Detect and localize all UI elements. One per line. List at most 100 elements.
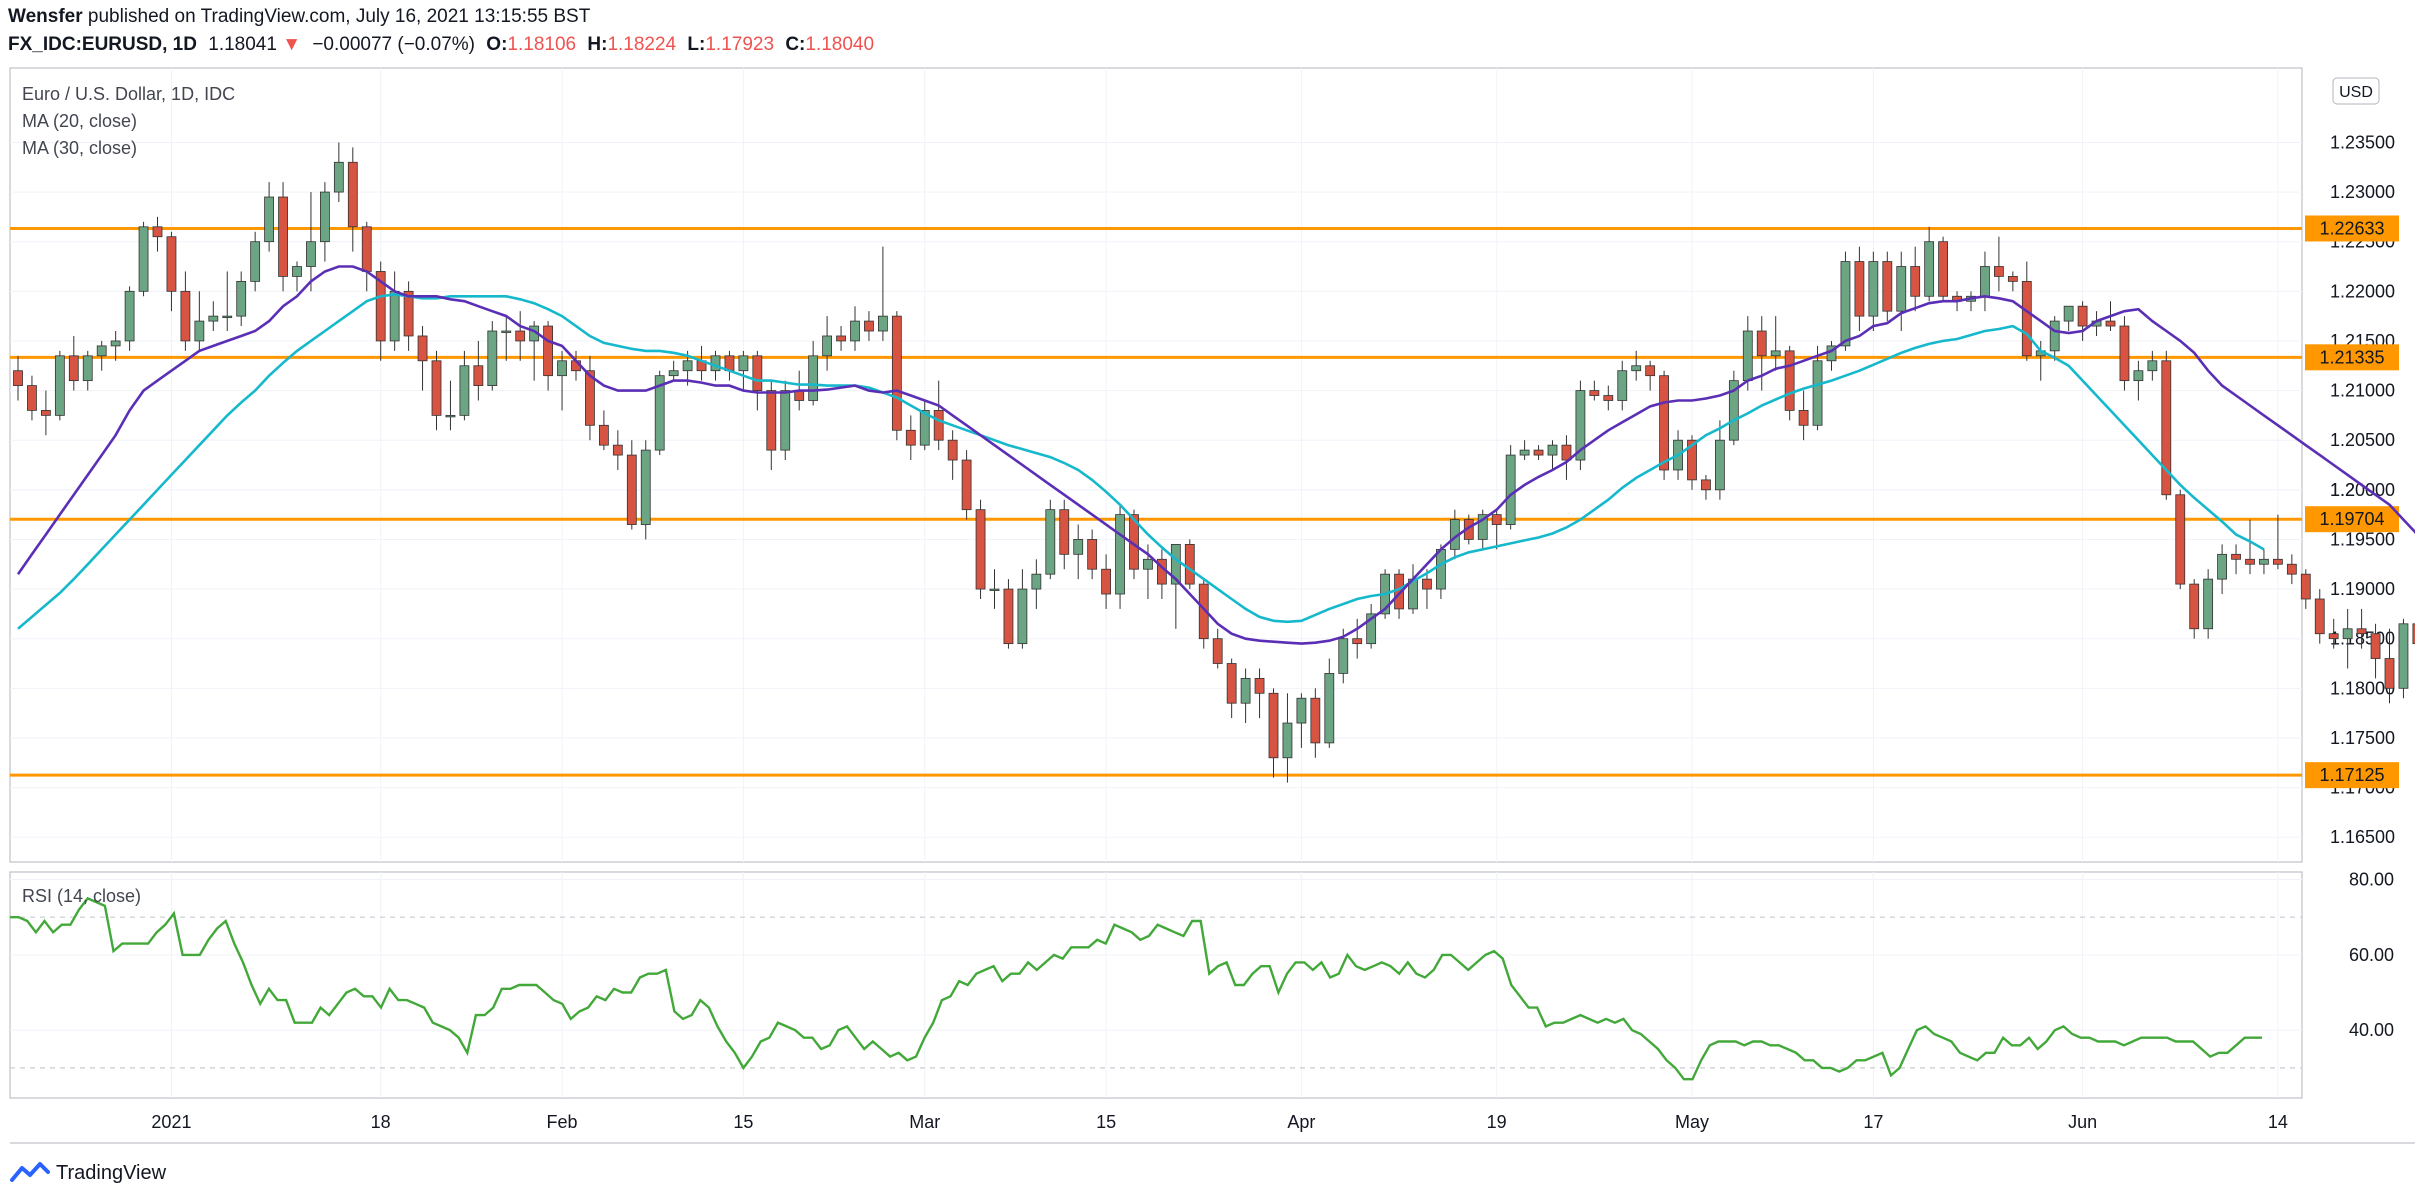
candle-body bbox=[1045, 509, 1056, 575]
candle-body bbox=[599, 424, 609, 446]
candle-body bbox=[626, 454, 637, 525]
level-price-label: 1.17125 bbox=[2319, 765, 2384, 785]
candle-body bbox=[1519, 449, 1530, 456]
low-value: 1.17923 bbox=[705, 34, 775, 55]
candle-body bbox=[989, 588, 1000, 591]
price-tick-label: 1.23500 bbox=[2330, 132, 2395, 152]
candle-body bbox=[1198, 583, 1209, 640]
tradingview-logo-icon bbox=[10, 1162, 50, 1182]
rsi-tick-label: 80.00 bbox=[2349, 870, 2394, 890]
candle-body bbox=[1338, 638, 1349, 674]
close-label: C: bbox=[785, 34, 806, 55]
candle-body bbox=[682, 360, 693, 372]
time-tick-label: May bbox=[1675, 1112, 1709, 1132]
candle-body bbox=[1087, 539, 1098, 570]
candle-body bbox=[836, 335, 846, 342]
candle-body bbox=[2021, 280, 2032, 357]
candle-body bbox=[1101, 568, 1111, 595]
candle-body bbox=[1742, 330, 1753, 382]
level-price-label: 1.22633 bbox=[2319, 218, 2384, 238]
time-tick-label: 18 bbox=[371, 1112, 391, 1132]
candle-body bbox=[2049, 320, 2060, 352]
candle-body bbox=[487, 330, 498, 387]
candle-body bbox=[1366, 613, 1377, 645]
price-tick-label: 1.19500 bbox=[2330, 529, 2395, 549]
candle-body bbox=[1798, 410, 1809, 426]
candle-body bbox=[543, 325, 553, 377]
candle-body bbox=[850, 320, 860, 342]
high-value: 1.18224 bbox=[607, 34, 677, 55]
candle-body bbox=[138, 226, 149, 292]
candle-body bbox=[1617, 370, 1628, 401]
candle-body bbox=[152, 226, 163, 238]
candle-body bbox=[1868, 261, 1879, 317]
candle-body bbox=[2133, 370, 2144, 382]
candle-body bbox=[319, 191, 330, 243]
chart-legend-title: Euro / U.S. Dollar, 1D, IDC bbox=[22, 84, 235, 104]
candle-body bbox=[2189, 583, 2200, 630]
price-tick-label: 1.18000 bbox=[2330, 678, 2395, 698]
candle-body bbox=[1003, 588, 1014, 645]
author-name[interactable]: Wensfer bbox=[8, 6, 83, 27]
level-price-label: 1.19704 bbox=[2319, 509, 2384, 529]
candle-body bbox=[891, 315, 902, 431]
candle-body bbox=[1980, 266, 1990, 297]
price-tick-label: 1.23000 bbox=[2330, 182, 2395, 202]
candle-body bbox=[389, 290, 400, 342]
candle-body bbox=[1896, 266, 1907, 312]
candle-body bbox=[1268, 692, 1279, 759]
candle-body bbox=[96, 345, 107, 357]
candle-body bbox=[1282, 722, 1293, 759]
candle-body bbox=[1645, 365, 1656, 377]
close-value: 1.18040 bbox=[805, 34, 875, 55]
candle-body bbox=[54, 355, 65, 416]
rsi-tick-label: 40.00 bbox=[2349, 1020, 2394, 1040]
candle-body bbox=[808, 355, 819, 401]
candle-body bbox=[961, 459, 972, 511]
candle-body bbox=[2328, 633, 2339, 640]
candle-body bbox=[822, 335, 832, 357]
candle-body bbox=[236, 280, 247, 317]
price-tick-label: 1.20000 bbox=[2330, 480, 2395, 500]
candle-body bbox=[766, 390, 777, 451]
level-price-label: 1.21335 bbox=[2319, 347, 2384, 367]
candle-body bbox=[361, 226, 372, 272]
candle-body bbox=[445, 414, 456, 418]
candle-body bbox=[2412, 623, 2415, 645]
symbol-name[interactable]: FX_IDC:EURUSD, 1D bbox=[8, 34, 197, 55]
candle-body bbox=[403, 290, 414, 337]
candle-body bbox=[864, 320, 874, 332]
candle-body bbox=[1184, 544, 1195, 585]
candle-body bbox=[347, 161, 358, 228]
candle-body bbox=[13, 370, 23, 386]
candle-body bbox=[1547, 444, 1558, 456]
candle-body bbox=[459, 365, 470, 416]
candle-body bbox=[905, 429, 916, 446]
candle-body bbox=[501, 330, 512, 333]
candle-body bbox=[166, 236, 177, 292]
tradingview-branding[interactable]: TradingView bbox=[10, 1158, 166, 1188]
symbol-info: FX_IDC:EURUSD, 1D 1.18041 ▼ −0.00077 (−0… bbox=[8, 33, 874, 57]
candle-body bbox=[1575, 390, 1586, 461]
candle-body bbox=[1352, 638, 1363, 645]
candle-body bbox=[1756, 330, 1767, 357]
candle-body bbox=[1938, 241, 1948, 297]
last-price: 1.18041 bbox=[208, 34, 277, 55]
candle-body bbox=[1784, 350, 1795, 411]
candle-body bbox=[473, 365, 484, 387]
ma30-line bbox=[17, 292, 2265, 630]
candle-body bbox=[1143, 558, 1153, 570]
candle-body bbox=[82, 355, 93, 382]
candle-body bbox=[27, 385, 37, 411]
candle-body bbox=[1533, 449, 1544, 456]
time-tick-label: 14 bbox=[2268, 1112, 2288, 1132]
candle-body bbox=[278, 196, 288, 277]
candle-body bbox=[1422, 578, 1432, 590]
change-arrow-icon: ▼ bbox=[282, 34, 302, 55]
candle-body bbox=[110, 340, 121, 347]
currency-badge[interactable] bbox=[2332, 77, 2380, 105]
candle-body bbox=[1017, 588, 1028, 645]
candle-body bbox=[2370, 633, 2381, 659]
candle-body bbox=[1924, 241, 1935, 297]
